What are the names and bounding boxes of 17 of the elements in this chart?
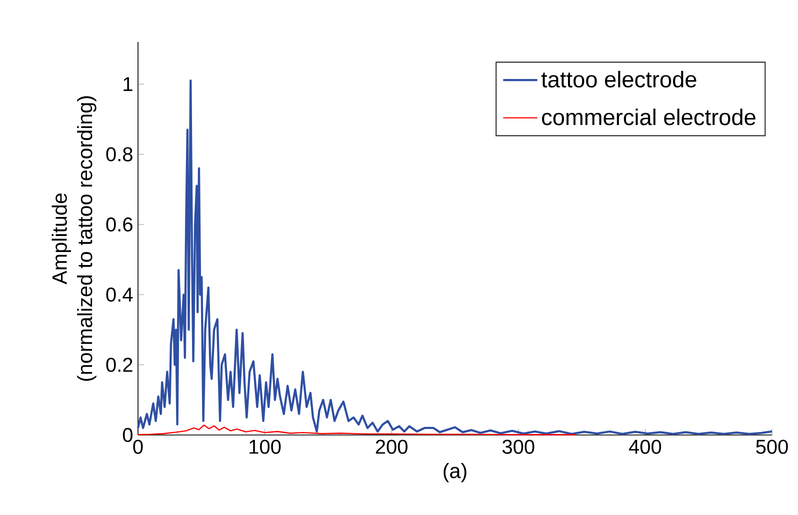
- x-tick-label: 200: [376, 440, 408, 454]
- x-tick-label: 300: [502, 440, 534, 454]
- legend-label: tattoo electrode: [541, 70, 696, 88]
- x-tick-label: 500: [756, 440, 788, 454]
- x-axis-title: (a): [444, 463, 466, 482]
- y-tick-label: 0.8: [106, 147, 132, 162]
- legend-label: commercial electrode: [542, 108, 756, 126]
- line-series: [137, 424, 576, 436]
- y-tick-label: 1: [124, 77, 132, 91]
- y-tick-label: 0.4: [106, 288, 133, 302]
- x-tick-label: 100: [250, 440, 281, 454]
- y-tick-label: 0: [122, 428, 132, 442]
- y-tick-label: 0.2: [106, 358, 132, 372]
- x-tick-label: 400: [628, 440, 662, 454]
- x-tick-label: 0: [133, 440, 143, 454]
- y-axis-title: Amplitude (normalized to tattoo recording): [52, 96, 96, 381]
- y-tick-label: 0.6: [106, 217, 132, 232]
